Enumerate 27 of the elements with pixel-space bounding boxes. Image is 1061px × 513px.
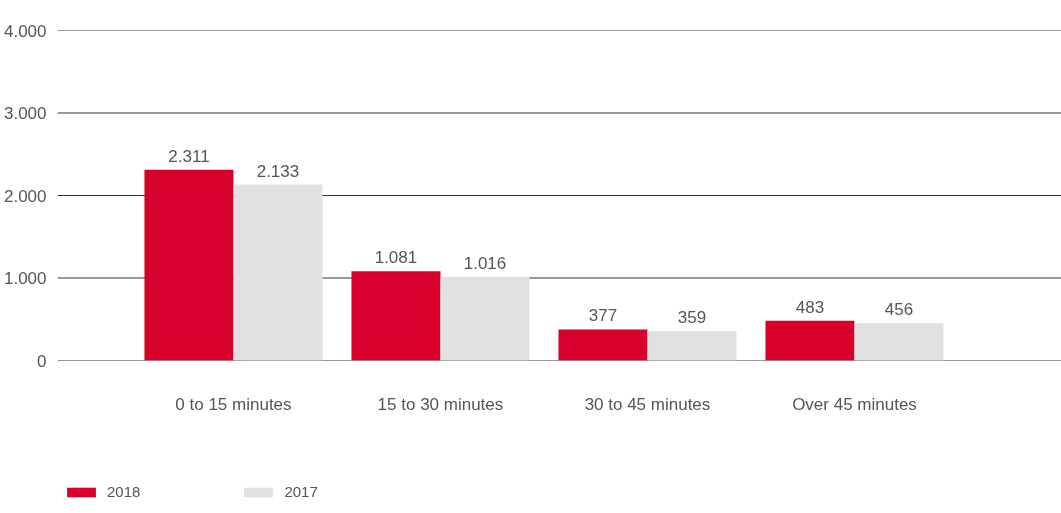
data-label: 359 <box>677 307 707 327</box>
data-label: 456 <box>884 299 914 319</box>
legend-label: 2017 <box>284 483 318 500</box>
y-tick-label: 1.000 <box>3 269 47 288</box>
x-tick-label: Over 45 minutes <box>792 394 917 414</box>
data-label: 2.311 <box>168 146 210 166</box>
data-label: 483 <box>795 297 825 317</box>
bar <box>351 271 441 361</box>
bar <box>440 276 530 361</box>
data-label: 1.016 <box>463 253 507 273</box>
bar <box>647 330 737 361</box>
y-tick-label: 3.000 <box>3 104 47 123</box>
bar <box>144 169 234 361</box>
x-tick-label: 30 to 45 minutes <box>584 394 711 414</box>
y-tick-label: 0 <box>37 351 47 371</box>
x-tick-label: 15 to 30 minutes <box>377 394 504 414</box>
y-tick-label: 2.000 <box>3 186 47 206</box>
legend-label: 2018 <box>107 483 141 500</box>
y-tick-label: 4.000 <box>3 21 47 41</box>
bar <box>854 322 944 361</box>
bar <box>558 329 648 361</box>
data-label: 2.133 <box>256 161 300 181</box>
data-label: 1.081 <box>374 248 418 268</box>
data-label: 377 <box>588 306 618 326</box>
bar <box>765 320 855 361</box>
x-tick-label: 0 to 15 minutes <box>175 394 292 414</box>
bar <box>233 184 323 361</box>
